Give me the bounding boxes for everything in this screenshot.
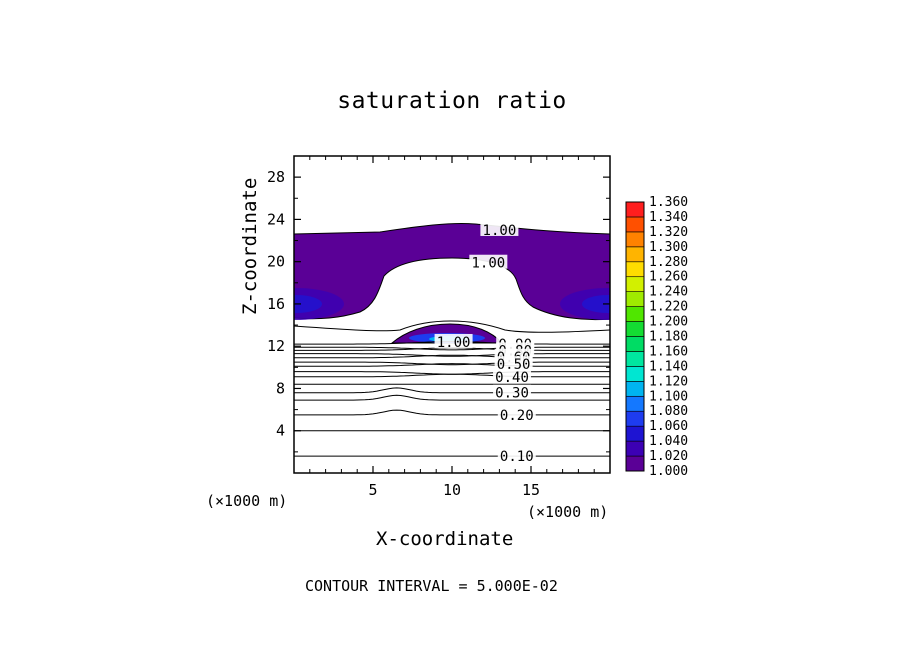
contour-label: 0.40 [495,370,529,386]
y-tick-label: 24 [267,210,285,228]
colorbar-swatch [625,276,645,292]
colorbar-swatch [625,246,645,263]
colorbar-swatch [625,336,645,352]
y-tick-label: 8 [276,379,285,397]
colorbar-swatch [625,425,645,442]
contour-line [294,387,610,394]
contour-label: 1.00 [483,223,517,239]
contour-label: 0.30 [495,386,529,402]
contour-label: 1.00 [471,256,505,272]
colorbar-label: 1.200 [649,315,688,330]
colorbar-label: 1.040 [649,434,688,449]
colorbar-label: 1.000 [649,464,688,479]
contour-line [294,371,610,375]
colorbar-swatch [625,455,645,472]
contour-line [294,354,610,359]
colorbar-label: 1.280 [649,255,688,270]
colorbar-label: 1.120 [649,374,688,389]
colorbar-label: 1.180 [649,330,688,345]
contour-line [294,361,610,366]
colorbar-label: 1.140 [649,359,688,374]
colorbar-label: 1.360 [649,195,688,210]
colorbar-label: 1.340 [649,210,688,225]
x-unit-label-left: (×1000 m) [206,492,288,510]
colorbar-frame [625,201,645,472]
colorbar-label: 1.320 [649,225,688,240]
colorbar-swatch [625,410,645,427]
colorbar-swatch [625,216,645,233]
colorbar-swatch [625,261,645,278]
colorbar-label: 1.060 [649,419,688,434]
colorbar-label: 1.260 [649,270,688,285]
contour-interval-note: CONTOUR INTERVAL = 5.000E-02 [305,577,558,595]
y-tick-label: 28 [267,168,285,186]
colorbar-swatch [625,381,645,397]
contour-label: 0.10 [500,449,534,465]
colorbar-swatch [625,201,645,218]
contour-line [294,320,610,333]
contour-line [294,394,610,401]
colorbar-label: 1.080 [649,404,688,419]
x-unit-label-right: (×1000 m) [527,503,609,521]
colorbar-label: 1.220 [649,300,688,315]
x-tick-label: 10 [443,481,461,499]
colorbar-swatch [625,351,645,367]
contour-label: 0.20 [500,408,534,424]
y-tick-label: 16 [267,295,285,313]
contour-line [294,353,610,357]
colorbar-swatch [625,306,645,322]
chart-title: saturation ratio [337,88,567,114]
x-tick-label: 15 [522,481,540,499]
colorbar-swatch [625,395,645,412]
y-tick-label: 4 [276,422,285,440]
colorbar-swatch [625,291,645,307]
contour-line [294,409,610,416]
x-tick-label: 5 [368,481,377,499]
colorbar-label: 1.100 [649,389,688,404]
colorbar-swatch [625,366,645,382]
contour-label: 1.00 [437,335,471,351]
y-tick-label: 20 [267,253,285,271]
colorbar-label: 1.300 [649,240,688,255]
colorbar-label: 1.020 [649,449,688,464]
colorbar-swatch [625,440,645,457]
x-axis-label: X-coordinate [376,528,514,550]
colorbar-label: 1.160 [649,344,688,359]
y-tick-label: 12 [267,337,285,355]
colorbar-label: 1.240 [649,285,688,300]
contour-line [294,363,610,367]
colorbar-swatch [625,231,645,248]
contour-line [294,346,610,351]
colorbar-swatch [625,321,645,337]
